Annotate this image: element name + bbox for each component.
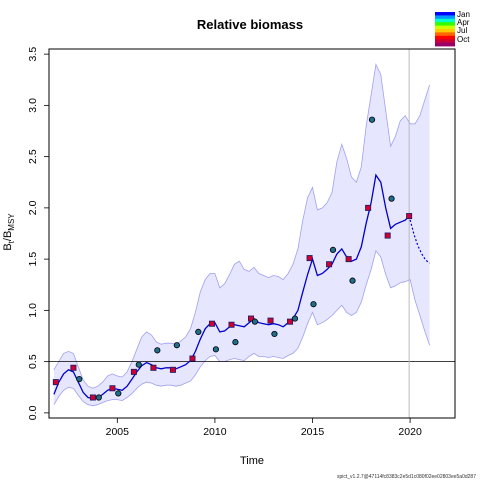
x-tick-label: 2010 [203,426,227,438]
y-tick-label: 0.5 [27,354,39,369]
y-tick-label: 3.5 [27,47,39,62]
legend-swatch [435,25,455,30]
observation-point [251,318,259,325]
observation-point [349,277,356,284]
legend-swatch [435,29,455,33]
y-tick-label: 1.5 [27,252,39,267]
observation-point [326,261,333,268]
y-tick-label: 3.0 [27,98,39,113]
observation-point [306,255,313,262]
legend-swatch [435,22,455,26]
observation-point [95,394,102,401]
legend-label-jul: Jul [457,26,467,35]
y-axis: 0.0 0.5 1.0 1.5 2.0 2.5 3.0 3.5 [27,47,49,420]
observation-point [345,256,352,263]
x-tick-label: 2015 [301,426,325,438]
observation-points [52,116,413,401]
x-tick-label: 2005 [106,426,130,438]
y-axis-label: Bt/BMSY [2,213,16,251]
observation-point [115,390,122,397]
observation-point [365,204,372,211]
observation-point [267,317,274,324]
chart-title: Relative biomass [197,17,303,32]
observation-point [406,213,413,220]
observation-point [130,368,137,375]
observation-point [291,315,299,322]
legend-swatch [435,39,455,43]
observation-point [212,346,219,353]
observation-point [154,347,161,354]
y-tick-label: 2.0 [27,200,39,215]
observation-point [70,364,77,371]
y-tick-label: 2.5 [27,149,39,164]
month-legend: Jan Apr Jul Oct [435,10,470,47]
legend-swatch [435,12,455,16]
y-axis-label-mid: /B [2,231,14,241]
observation-point [76,375,83,383]
observation-point [329,246,337,253]
observation-point [388,195,395,202]
observation-point [232,339,239,346]
observation-point [150,364,157,371]
observation-point [89,394,96,401]
confidence-band [53,64,430,406]
observation-point [271,330,278,338]
legend-swatch [435,18,455,23]
observation-point [384,232,391,239]
observation-point [109,385,116,392]
y-axis-label-sub1: t [7,240,16,243]
observation-point [173,342,180,349]
legend-label-apr: Apr [457,18,470,27]
observation-point [135,361,142,368]
y-tick-label: 0.0 [27,405,39,420]
legend-swatch [435,32,455,37]
observation-point [195,328,202,335]
observation-point [189,355,196,362]
legend-swatch [435,35,455,40]
observation-point [169,366,176,373]
legend-swatch [435,42,455,47]
y-axis-label-main: B [2,243,14,250]
x-axis-label: Time [240,455,264,467]
observation-point [228,321,235,328]
observation-point [310,301,317,308]
observation-point [208,320,215,327]
legend-label-jan: Jan [457,10,470,19]
observation-point [248,315,255,322]
plot-frame [48,48,456,419]
x-axis: 2005 2010 2015 2020 [106,418,422,438]
observation-point [368,116,376,123]
observation-point [287,318,294,325]
footer-version: spict_v1.2.7@47114fc8383c2e5d1c080f02ee0… [337,474,476,480]
legend-swatch [435,15,455,20]
y-tick-label: 1.0 [27,303,39,318]
upper-ci-line [53,63,430,389]
observation-point [52,379,59,386]
x-tick-label: 2020 [398,426,422,438]
plot-area [49,49,455,418]
y-axis-label-sub2: MSY [7,213,16,231]
legend-label-oct: Oct [457,35,470,44]
lower-ci-line [53,250,430,407]
forecast-line [408,215,430,264]
legend-color-bar [435,12,455,47]
